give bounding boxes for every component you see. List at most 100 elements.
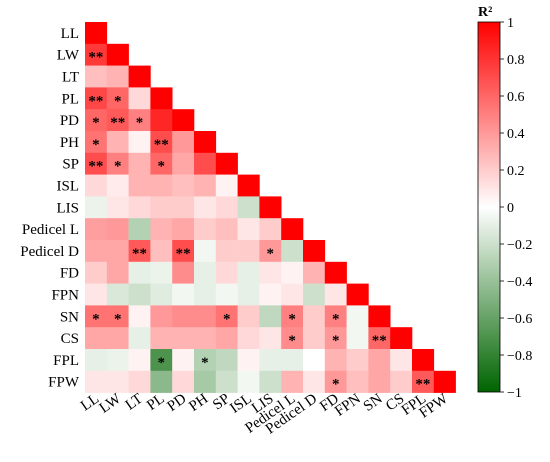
heatmap-cell-7-2 <box>129 175 151 197</box>
colorbar-ticks: 10.80.60.40.20−0.2−0.4−0.6−0.8−1 <box>500 16 532 401</box>
heatmap-cell-9-4 <box>172 218 194 240</box>
heatmap-cell-15-8 <box>259 349 281 371</box>
heatmap-cell-6-6 <box>216 153 238 175</box>
heatmap-cell-13-7 <box>238 305 260 327</box>
significance-mark: ** <box>415 377 430 393</box>
heatmap-cell-2-0 <box>85 66 107 88</box>
significance-mark: * <box>92 137 100 153</box>
heatmap-cell-10-5 <box>194 240 216 262</box>
heatmap-cell-16-6 <box>216 371 238 393</box>
heatmap-cell-4-3 <box>150 109 172 131</box>
significance-mark: * <box>136 115 144 131</box>
colorbar: R² 1 0.8 0.6 0.4 0.2 0 −0.2 −0.4 −0.6 −0.8 −1 <box>478 5 532 401</box>
heatmap-cell-10-1 <box>107 240 129 262</box>
heatmap-cell-16-5 <box>194 371 216 393</box>
heatmap-cell-16-9 <box>281 371 303 393</box>
heatmap-cell-15-14 <box>390 349 412 371</box>
heatmap-cell-15-13 <box>368 349 390 371</box>
colorbar-title: R² <box>478 5 492 20</box>
heatmap-cell-7-3 <box>150 175 172 197</box>
heatmap-cell-12-3 <box>150 284 172 306</box>
y-axis-label: PD <box>60 113 79 129</box>
y-axis-label: LIS <box>57 200 80 216</box>
heatmap-cell-16-10 <box>303 371 325 393</box>
heatmap-cell-16-0 <box>85 371 107 393</box>
y-axis-label: LL <box>61 26 79 42</box>
y-axis-labels: LL LW LT PL PD PH SP ISL LIS Pedicel L Pedicel D FD… <box>20 26 80 391</box>
heatmap-cell-8-5 <box>194 196 216 218</box>
heatmap-cell-11-10 <box>303 262 325 284</box>
heatmap-cell-10-6 <box>216 240 238 262</box>
heatmap-cell-15-15 <box>412 349 434 371</box>
heatmap-cell-12-2 <box>129 284 151 306</box>
heatmap-cell-12-1 <box>107 284 129 306</box>
colorbar-tick-label: 0.2 <box>507 164 525 179</box>
heatmap-cell-12-8 <box>259 284 281 306</box>
y-axis-label: PL <box>61 91 79 107</box>
heatmap-cell-8-0 <box>85 196 107 218</box>
heatmap-cell-3-2 <box>129 87 151 109</box>
heatmap-cell-13-10 <box>303 305 325 327</box>
heatmap-cell-7-7 <box>238 175 260 197</box>
y-axis-label: SP <box>62 157 79 173</box>
heatmap-cell-11-0 <box>85 262 107 284</box>
heatmap-cell-10-9 <box>281 240 303 262</box>
significance-mark: * <box>332 377 340 393</box>
x-axis-label: LT <box>123 391 146 414</box>
heatmap-cell-16-7 <box>238 371 260 393</box>
significance-mark: ** <box>176 246 191 262</box>
colorbar-tick-label: 0.4 <box>507 127 525 142</box>
heatmap-cell-15-6 <box>216 349 238 371</box>
heatmap-cell-16-8 <box>259 371 281 393</box>
heatmap-cell-13-3 <box>150 305 172 327</box>
heatmap-cell-11-7 <box>238 262 260 284</box>
heatmap-cell-12-10 <box>303 284 325 306</box>
heatmap-cell-6-5 <box>194 153 216 175</box>
heatmap-cell-14-8 <box>259 327 281 349</box>
heatmap-cell-2-1 <box>107 66 129 88</box>
heatmap-cell-12-12 <box>347 284 369 306</box>
heatmap-cell-8-3 <box>150 196 172 218</box>
significance-mark: * <box>267 246 275 262</box>
y-axis-label: Pedicel D <box>20 244 79 260</box>
heatmap-cell-12-9 <box>281 284 303 306</box>
heatmap-cell-3-3 <box>150 87 172 109</box>
heatmap-cell-12-11 <box>325 284 347 306</box>
significance-mark: ** <box>372 333 387 349</box>
heatmap-cell-9-9 <box>281 218 303 240</box>
heatmap-cell-9-5 <box>194 218 216 240</box>
heatmap-cell-15-2 <box>129 349 151 371</box>
y-axis-label: FPN <box>51 288 79 304</box>
y-axis-label: LT <box>62 70 79 86</box>
heatmap-cell-12-0 <box>85 284 107 306</box>
significance-mark: * <box>114 311 122 327</box>
heatmap-cell-15-7 <box>238 349 260 371</box>
heatmap-cell-11-11 <box>325 262 347 284</box>
y-axis-label: FD <box>60 266 79 282</box>
significance-mark: * <box>288 333 296 349</box>
heatmap-cell-15-9 <box>281 349 303 371</box>
heatmap-cells <box>85 22 456 393</box>
heatmap-cell-11-1 <box>107 262 129 284</box>
heatmap-cell-15-1 <box>107 349 129 371</box>
heatmap-cell-9-6 <box>216 218 238 240</box>
heatmap-cell-13-2 <box>129 305 151 327</box>
heatmap-cell-14-12 <box>347 327 369 349</box>
heatmap-cell-7-1 <box>107 175 129 197</box>
heatmap-cell-16-3 <box>150 371 172 393</box>
heatmap-cell-13-8 <box>259 305 281 327</box>
significance-mark: ** <box>88 159 103 175</box>
significance-mark: * <box>332 311 340 327</box>
heatmap-cell-8-1 <box>107 196 129 218</box>
significance-mark: * <box>201 355 209 371</box>
heatmap-cell-15-10 <box>303 349 325 371</box>
significance-mark: ** <box>110 115 125 131</box>
heatmap-cell-13-12 <box>347 305 369 327</box>
heatmap-cell-16-4 <box>172 371 194 393</box>
heatmap-cell-8-4 <box>172 196 194 218</box>
significance-mark: ** <box>132 246 147 262</box>
heatmap-cell-14-0 <box>85 327 107 349</box>
heatmap-cell-10-3 <box>150 240 172 262</box>
heatmap-cell-16-14 <box>390 371 412 393</box>
